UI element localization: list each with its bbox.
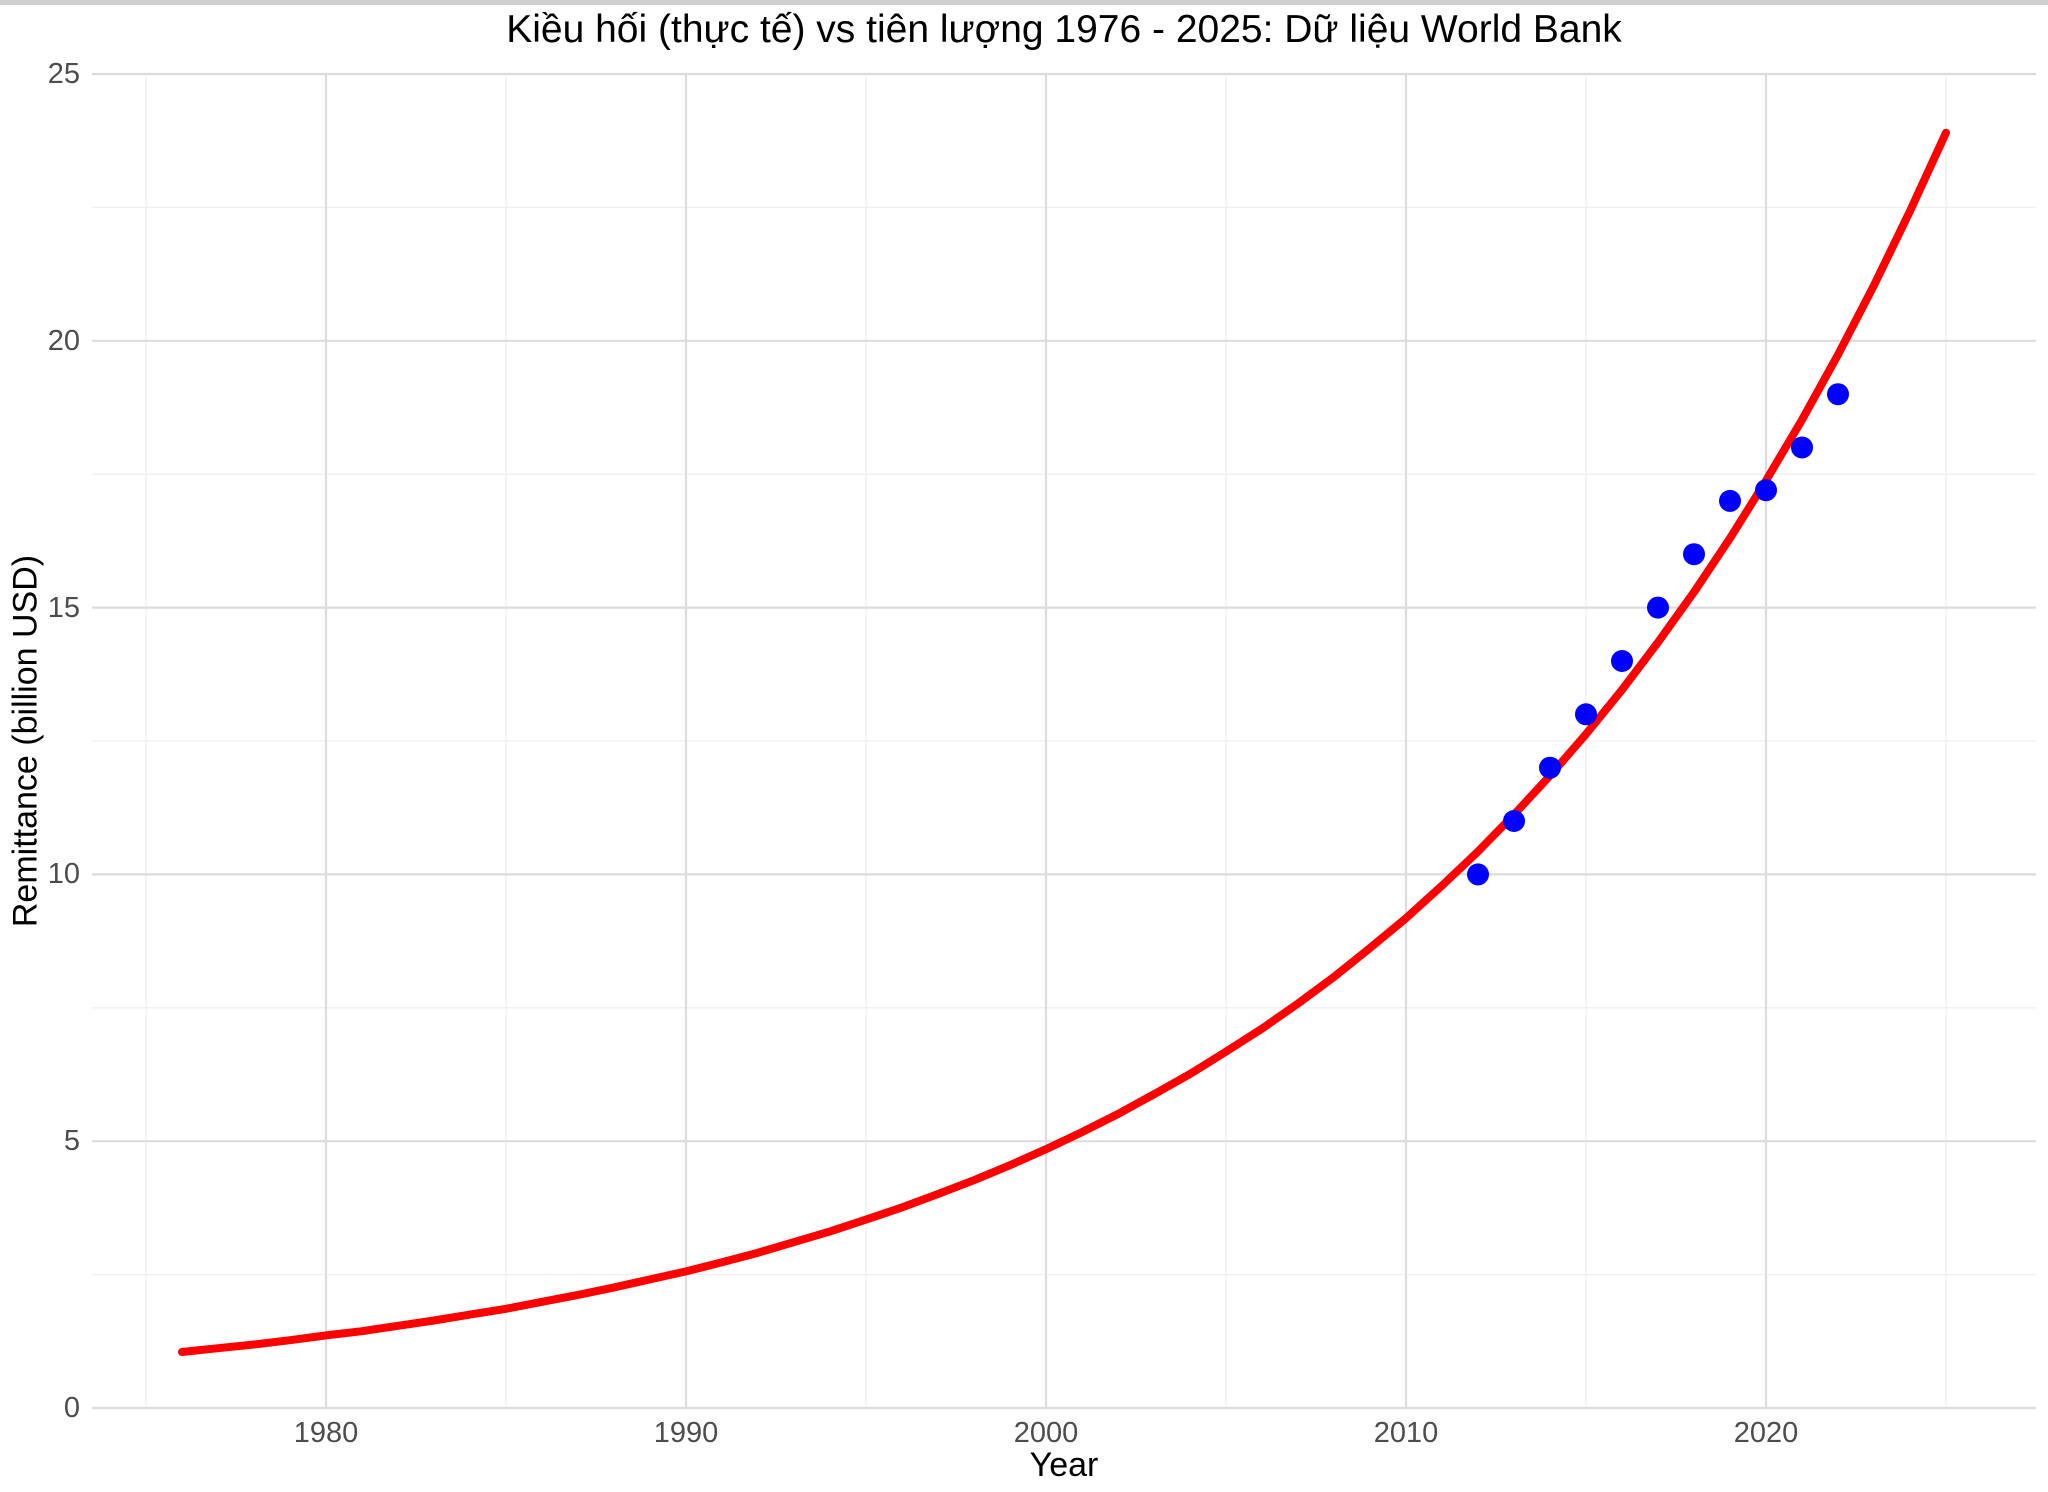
- data-point: [1611, 650, 1633, 672]
- top-bar: [0, 0, 2048, 5]
- y-tick-label: 0: [63, 1392, 80, 1424]
- y-tick-label: 10: [47, 858, 80, 891]
- data-point: [1791, 436, 1813, 459]
- x-tick-label: 1990: [653, 1417, 719, 1449]
- data-point: [1539, 756, 1561, 779]
- x-tick-label: 2000: [1013, 1417, 1079, 1449]
- y-tick-label: 5: [63, 1125, 80, 1158]
- actual-data-points: [1467, 383, 1849, 886]
- y-tick-label: 15: [47, 591, 80, 624]
- data-point: [1719, 489, 1741, 512]
- data-point: [1575, 703, 1597, 726]
- data-point: [1683, 543, 1705, 566]
- data-point: [1467, 863, 1489, 886]
- x-tick-label: 1980: [293, 1417, 359, 1449]
- chart-title: Kiều hối (thực tế) vs tiên lượng 1976 - …: [506, 8, 1622, 51]
- data-point: [1755, 479, 1777, 502]
- data-point: [1827, 383, 1849, 406]
- data-point: [1503, 810, 1525, 832]
- x-axis-title: Year: [1029, 1446, 1099, 1484]
- x-tick-label: 2020: [1733, 1417, 1799, 1449]
- minor-gridlines: [92, 74, 2036, 1408]
- y-tick-label: 20: [47, 324, 80, 357]
- major-gridlines: [92, 72, 2036, 1410]
- y-axis-title: Remittance (billion USD): [6, 554, 45, 928]
- forecast-line: [178, 128, 1950, 1356]
- data-point: [1647, 596, 1669, 619]
- y-tick-label: 25: [47, 58, 80, 90]
- x-tick-label: 2010: [1373, 1417, 1439, 1449]
